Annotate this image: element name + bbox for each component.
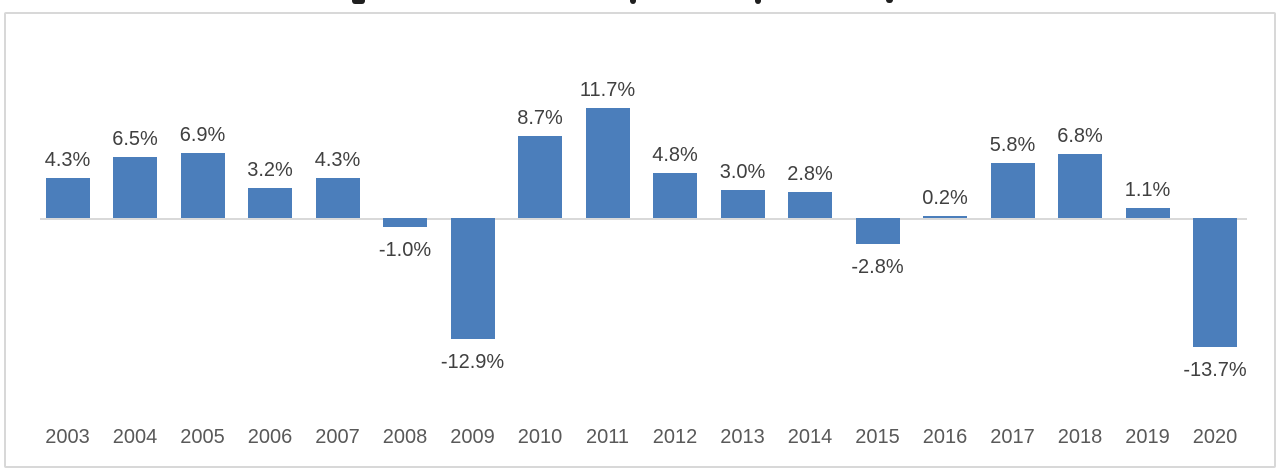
clipped-title-descender (630, 0, 636, 4)
x-tick-label: 2003 (45, 426, 90, 448)
x-tick-label: 2018 (1057, 426, 1103, 448)
value-label: -1.0% (378, 239, 432, 262)
x-tick-label: 2011 (585, 426, 629, 448)
bar (315, 177, 360, 218)
value-label: 3.2% (247, 158, 293, 181)
value-label: -12.9% (440, 351, 505, 374)
x-tick-label: 2014 (787, 426, 833, 448)
x-tick-label: 2007 (315, 426, 360, 448)
x-tick-label: 2016 (922, 426, 968, 448)
bar (923, 216, 967, 218)
value-label: 1.1% (1124, 178, 1171, 201)
bar (990, 163, 1035, 218)
value-label: 4.8% (652, 143, 698, 166)
clipped-title-descender (755, 0, 761, 4)
value-label: 2.8% (787, 162, 833, 185)
value-label: 5.8% (989, 134, 1036, 157)
x-tick-label: 2012 (652, 426, 698, 448)
bar (113, 156, 157, 218)
value-label: 3.0% (719, 160, 766, 183)
value-label: 4.3% (44, 148, 91, 171)
bar (383, 218, 427, 228)
bar (788, 191, 832, 218)
x-tick-label: 2015 (855, 426, 900, 448)
bar (180, 153, 225, 218)
bar (720, 189, 765, 218)
value-label: 6.9% (179, 124, 226, 147)
value-label: -13.7% (1183, 358, 1247, 381)
x-tick-label: 2013 (720, 426, 765, 448)
x-tick-label: 2020 (1192, 426, 1238, 448)
bar (653, 172, 697, 218)
clipped-title-descender (886, 0, 893, 3)
x-tick-label: 2019 (1125, 426, 1170, 448)
value-label: 8.7% (517, 107, 563, 130)
plot-area: 4.3% 2003 6.5% 2004 6.9% 2005 3.2% 2006 4.3% 2007… (6, 14, 1274, 466)
bar (1058, 154, 1102, 218)
x-tick-label: 2010 (517, 426, 563, 448)
x-axis-zero-line (40, 218, 1247, 220)
bar (1193, 218, 1237, 347)
bar (450, 218, 495, 340)
x-tick-label: 2005 (180, 426, 225, 448)
value-label: 6.8% (1057, 125, 1103, 148)
bar (248, 187, 292, 218)
value-label: 6.5% (112, 127, 158, 150)
bar (1125, 207, 1170, 218)
x-tick-label: 2004 (112, 426, 158, 448)
x-tick-label: 2017 (990, 426, 1035, 448)
x-tick-label: 2009 (450, 426, 495, 448)
bar (855, 218, 900, 245)
value-label: 4.3% (314, 148, 361, 171)
bar (45, 177, 90, 218)
value-label: -2.8% (851, 256, 904, 279)
x-tick-label: 2006 (247, 426, 293, 448)
chart-frame: 4.3% 2003 6.5% 2004 6.9% 2005 3.2% 2006 4.3% 2007… (4, 12, 1276, 468)
bar (585, 108, 630, 218)
x-tick-label: 2008 (382, 426, 428, 448)
clipped-title-descender (352, 0, 365, 4)
value-label: 0.2% (922, 187, 968, 209)
bar (518, 136, 562, 218)
value-label: 11.7% (579, 79, 636, 102)
